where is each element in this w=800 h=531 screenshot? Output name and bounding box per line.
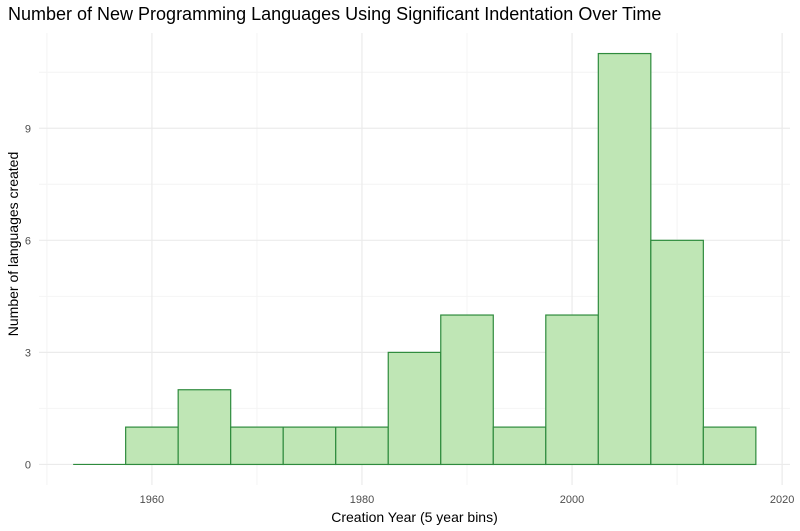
histogram-bar [387,351,442,466]
bars [73,52,757,466]
y-axis-title: Number of languages created [5,152,21,336]
histogram-bar [545,314,599,466]
x-axis-title: Creation Year (5 year bins) [331,509,498,525]
x-axis-ticks: 1960 1980 2000 2020 [140,494,795,506]
y-tick-label: 9 [25,123,31,135]
histogram-bar [597,52,652,466]
x-tick-label: 1960 [140,494,164,506]
histogram-bar [335,426,389,466]
chart-title: Number of New Programming Languages Usin… [8,4,661,24]
histogram-bar [492,426,547,466]
y-tick-label: 3 [25,347,31,359]
histogram-bar [702,426,757,466]
histogram-bar [650,239,704,466]
y-axis-ticks: 0 3 6 9 [25,123,31,471]
y-tick-label: 0 [25,459,31,471]
histogram-bar [177,389,232,466]
histogram-bar [125,426,179,466]
x-tick-label: 1980 [350,494,374,506]
x-tick-label: 2000 [560,494,584,506]
y-tick-label: 6 [25,235,31,247]
histogram-bar [440,314,494,466]
histogram-bar [230,426,284,466]
histogram-bar [282,426,337,466]
x-tick-label: 2020 [770,494,794,506]
